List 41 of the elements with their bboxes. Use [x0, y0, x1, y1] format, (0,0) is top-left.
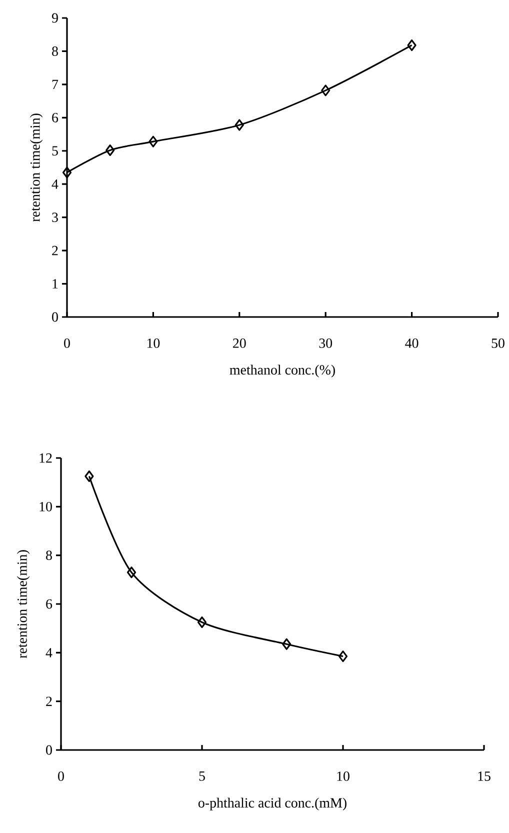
- point: [321, 84, 330, 96]
- point: [62, 166, 72, 178]
- y-tick-label: 4: [46, 648, 52, 658]
- x-axis-title: o-phthalic acid conc.(mM): [198, 798, 346, 810]
- x-tick-label: 20: [233, 338, 246, 348]
- y-axis-title: retention time(min): [17, 550, 30, 658]
- point: [106, 144, 115, 156]
- x-tick-label: 50: [492, 338, 504, 348]
- y-tick-label: 6: [52, 112, 58, 122]
- x-tick-label: 10: [147, 338, 160, 348]
- y-tick-label: 8: [52, 46, 58, 56]
- y-tick-label: 10: [40, 502, 52, 512]
- x-tick-label: 40: [405, 338, 418, 348]
- y-tick-label: 5: [52, 146, 58, 156]
- point: [126, 566, 136, 578]
- y-tick-label: 9: [52, 13, 58, 23]
- point: [282, 638, 292, 650]
- x-tick-label: 30: [319, 338, 332, 348]
- x-tick-label: 5: [199, 772, 205, 781]
- point: [338, 650, 348, 662]
- x-tick-label: 10: [337, 772, 350, 781]
- y-tick-label: 2: [46, 696, 52, 706]
- point: [84, 470, 94, 482]
- y-tick-label: 12: [40, 453, 52, 463]
- y-tick-label: 1: [52, 279, 58, 288]
- y-tick-label: 2: [52, 246, 58, 256]
- y-tick-label: 8: [46, 550, 52, 560]
- y-tick-label: 6: [46, 599, 52, 609]
- point: [148, 136, 158, 148]
- point: [407, 39, 416, 52]
- x-tick-label: 15: [478, 772, 490, 781]
- y-tick-label: 0: [46, 745, 52, 755]
- y-tick-label: 7: [52, 80, 58, 90]
- y-axis-title: retention time(min): [30, 114, 43, 222]
- point: [197, 616, 207, 628]
- point: [234, 119, 244, 131]
- y-tick-label: 4: [52, 180, 58, 189]
- y-tick-label: 3: [52, 212, 58, 222]
- y-tick-label: 0: [52, 312, 58, 322]
- x-axis-title: methanol conc.(%): [230, 364, 335, 378]
- x-tick-label: 0: [64, 338, 70, 348]
